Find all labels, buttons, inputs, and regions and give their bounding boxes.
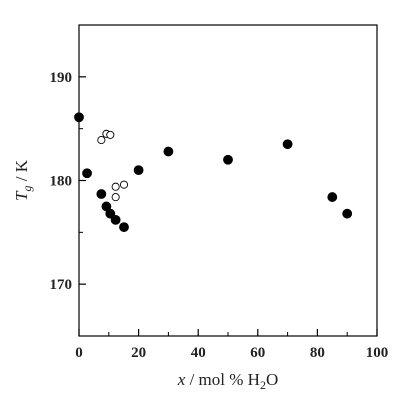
filled-data-point [110,214,121,225]
y-axis-label-var: T [12,190,31,201]
filled-data-point [342,208,353,219]
open-data-point [111,193,120,202]
y-tick-label: 170 [50,277,73,293]
filled-data-point [96,189,107,199]
filled-data-point [82,168,92,179]
filled-data-point [74,112,84,123]
open-data-point [111,182,120,191]
minor-ticks [79,24,348,337]
filled-data-point [163,146,174,157]
filled-data-point [223,154,233,165]
open-data-point [106,130,115,139]
y-axis-label: Tg / K [12,159,34,201]
filled-data-point [282,139,293,150]
filled-data-point [119,222,129,233]
y-tick-label: 180 [50,174,73,190]
x-tick-label: 20 [131,345,146,361]
data-points [74,112,353,233]
tick-labels: 0 20 40 60 80 100 170 180 190 [50,70,389,361]
plot-frame [78,24,378,337]
filled-data-point [133,165,144,176]
x-axis-label-tail: O [266,370,278,389]
open-data-point [97,136,106,145]
x-axis-label: x / mol % H2O [177,370,278,392]
filled-data-point [105,208,116,219]
filled-data-point [327,192,338,202]
y-axis-label-sub: g [20,186,34,192]
x-axis-label-sub: 2 [260,378,266,392]
y-axis-label-rest: / K [12,159,31,185]
open-data-point [119,180,129,189]
x-axis-label-rest: / mol % H [185,370,260,389]
x-tick-label: 100 [366,345,389,361]
x-tick-label: 40 [191,345,206,361]
major-ticks [78,76,378,336]
x-tick-label: 60 [250,345,265,361]
x-axis-label-var: x [177,370,186,389]
x-tick-label: 80 [310,345,325,361]
x-tick-label: 0 [75,345,83,361]
y-tick-label: 190 [50,70,73,86]
